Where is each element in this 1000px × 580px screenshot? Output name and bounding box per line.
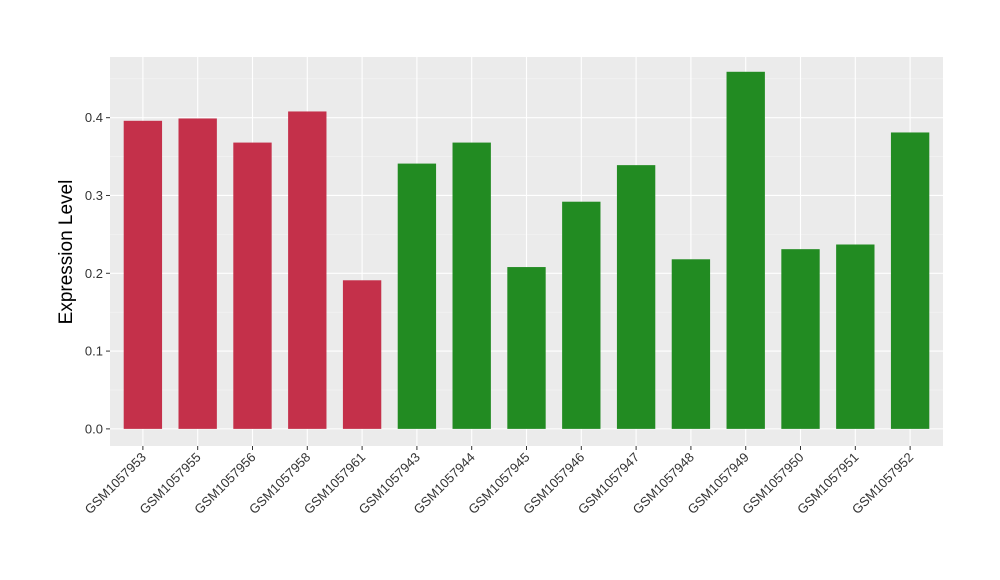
bar-GSM1057947 <box>616 165 656 429</box>
y-tick-label: 0.0 <box>85 421 103 436</box>
y-tick-label: 0.3 <box>85 188 103 203</box>
bars <box>123 71 930 429</box>
x-axis-ticks: GSM1057953GSM1057955GSM1057956GSM1057958… <box>82 446 916 517</box>
bar-GSM1057950 <box>781 249 820 429</box>
bar-GSM1057943 <box>397 163 437 429</box>
bar-GSM1057953 <box>123 120 163 429</box>
bar-GSM1057944 <box>452 142 491 429</box>
bar-GSM1057955 <box>178 118 217 429</box>
y-axis-title: Expression Level <box>56 180 77 325</box>
bar-GSM1057949 <box>726 71 765 429</box>
bar-GSM1057956 <box>233 142 272 429</box>
bar-GSM1057948 <box>671 259 711 429</box>
y-tick-label: 0.4 <box>85 110 103 125</box>
y-tick-label: 0.1 <box>85 344 103 359</box>
bar-GSM1057951 <box>836 244 875 429</box>
y-axis-ticks: 0.0 0.1 0.2 0.3 0.4 <box>85 110 110 436</box>
y-tick-label: 0.2 <box>85 266 103 281</box>
bar-GSM1057958 <box>288 111 327 429</box>
bar-GSM1057961 <box>342 280 382 429</box>
bar-GSM1057952 <box>890 132 930 429</box>
bar-GSM1057946 <box>562 201 601 429</box>
bar-GSM1057945 <box>507 267 546 429</box>
